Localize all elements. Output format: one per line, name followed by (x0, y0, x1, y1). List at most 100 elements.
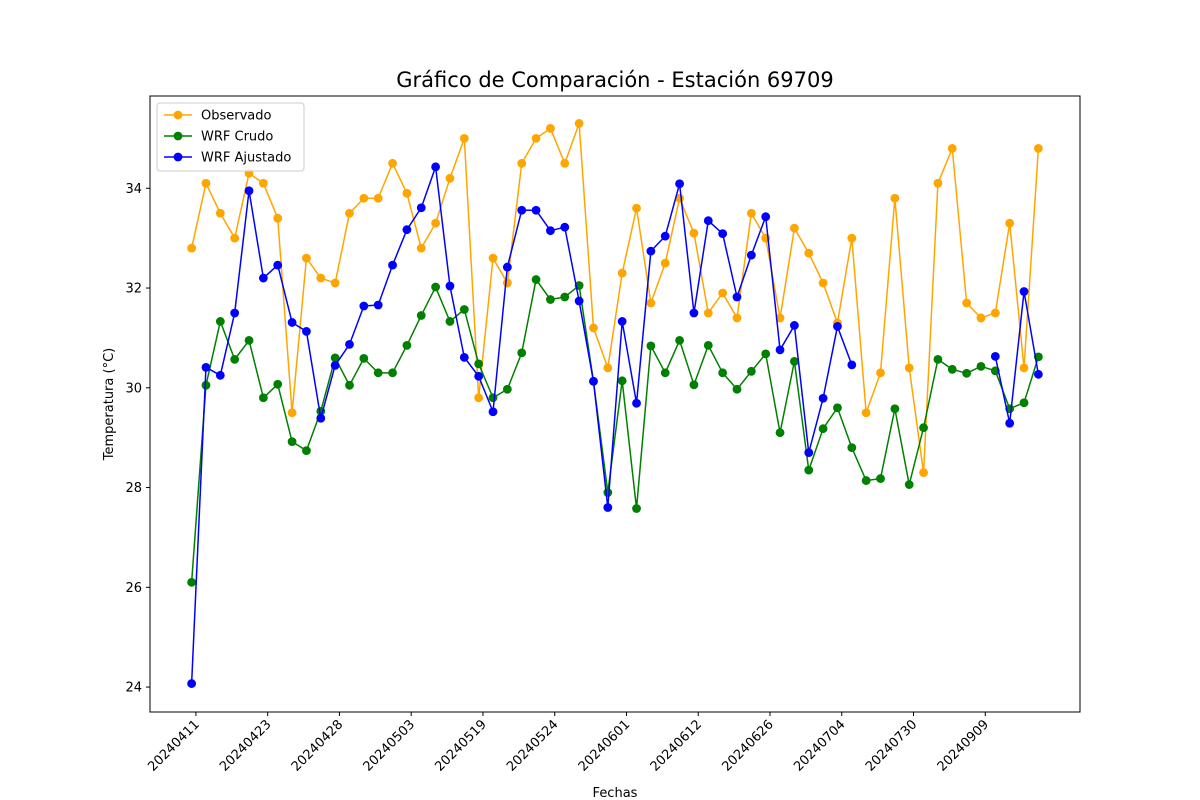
data-point (459, 305, 469, 314)
data-point (230, 354, 240, 364)
x-tick-label: 20240428 (289, 717, 346, 774)
data-point (187, 577, 197, 587)
data-point (416, 311, 426, 320)
data-point (818, 278, 828, 288)
data-point (904, 363, 914, 373)
data-point (990, 351, 1000, 361)
data-point (546, 295, 555, 304)
data-point (976, 313, 986, 323)
data-point (890, 404, 900, 414)
data-point (746, 366, 756, 376)
x-tick-label: 20240423 (217, 717, 274, 774)
data-point (804, 448, 814, 458)
data-point (560, 222, 570, 232)
x-tick-label: 20240626 (719, 717, 776, 774)
legend-label: WRF Ajustado (201, 151, 291, 166)
data-point (703, 308, 713, 318)
series-line (190, 166, 853, 684)
data-point (660, 231, 670, 241)
data-point (660, 258, 670, 268)
data-point (833, 403, 842, 413)
data-point (632, 504, 641, 513)
data-point (287, 408, 297, 418)
data-point (1019, 287, 1029, 296)
data-point (502, 384, 512, 394)
data-point (904, 480, 914, 489)
data-point (416, 203, 426, 213)
legend-box (156, 102, 305, 172)
legend-item: WRF Crudo (164, 130, 273, 145)
data-point (718, 229, 728, 239)
legend: Observado WRF Crudo WRF Ajustado (156, 102, 305, 172)
data-point (761, 212, 771, 222)
data-point (402, 225, 412, 235)
data-point (316, 413, 326, 423)
data-point (675, 179, 684, 189)
data-point (287, 318, 297, 327)
data-point (546, 226, 555, 236)
data-point (876, 474, 885, 483)
data-point (388, 260, 397, 270)
data-point (201, 178, 211, 188)
data-point (488, 393, 498, 403)
series-layer (187, 119, 1043, 688)
data-point (933, 178, 943, 188)
legend-swatch-marker (173, 152, 183, 162)
data-point (574, 119, 584, 128)
data-point (818, 393, 828, 403)
data-point (215, 317, 225, 326)
data-point (244, 186, 254, 196)
data-point (431, 218, 441, 228)
data-point (732, 292, 742, 302)
data-point (703, 216, 713, 226)
data-point (345, 380, 354, 390)
data-point (474, 393, 484, 403)
x-tick-label: 20240524 (504, 717, 561, 774)
data-point (531, 205, 541, 215)
data-point (847, 233, 857, 243)
y-axis-title: Temperatura (°C) (102, 348, 117, 461)
data-point (330, 353, 340, 363)
data-point (632, 398, 641, 408)
y-tick-label: 26 (125, 581, 142, 596)
x-tick-label: 20240612 (648, 717, 705, 774)
data-point (603, 503, 613, 512)
data-point (1005, 218, 1015, 228)
data-point (689, 228, 699, 238)
data-point (962, 368, 972, 378)
legend-item: WRF Ajustado (164, 151, 291, 166)
data-point (818, 424, 828, 434)
data-point (746, 208, 756, 218)
data-point (775, 428, 785, 438)
data-point (459, 133, 469, 143)
y-tick-label: 28 (125, 481, 142, 496)
data-point (230, 233, 240, 243)
y-tick-label: 32 (125, 282, 142, 297)
data-point (947, 364, 957, 374)
x-tick-label: 20240601 (576, 717, 633, 774)
y-tick-label: 34 (125, 182, 142, 197)
x-axis: 20240411 20240423 20240428 20240503 20240519… (145, 712, 992, 775)
data-point (919, 468, 928, 477)
legend-swatch-marker (173, 110, 183, 120)
data-point (373, 300, 383, 310)
data-point (689, 380, 699, 390)
data-point (287, 437, 297, 447)
x-axis-title: Fechas (593, 786, 638, 800)
data-point (359, 353, 369, 363)
data-point (804, 248, 814, 258)
data-point (675, 336, 684, 345)
data-point (230, 308, 240, 318)
x-tick-label: 20240909 (935, 717, 992, 774)
data-point (761, 349, 771, 359)
data-point (258, 393, 268, 403)
data-point (775, 345, 785, 355)
data-point (589, 323, 598, 333)
data-point (789, 223, 799, 233)
data-point (517, 205, 527, 215)
chart-title: Gráfico de Comparación - Estación 69709 (396, 68, 833, 92)
series-line (994, 290, 1040, 424)
data-point (359, 301, 369, 311)
legend-swatch-marker (173, 131, 183, 141)
data-point (244, 336, 254, 345)
